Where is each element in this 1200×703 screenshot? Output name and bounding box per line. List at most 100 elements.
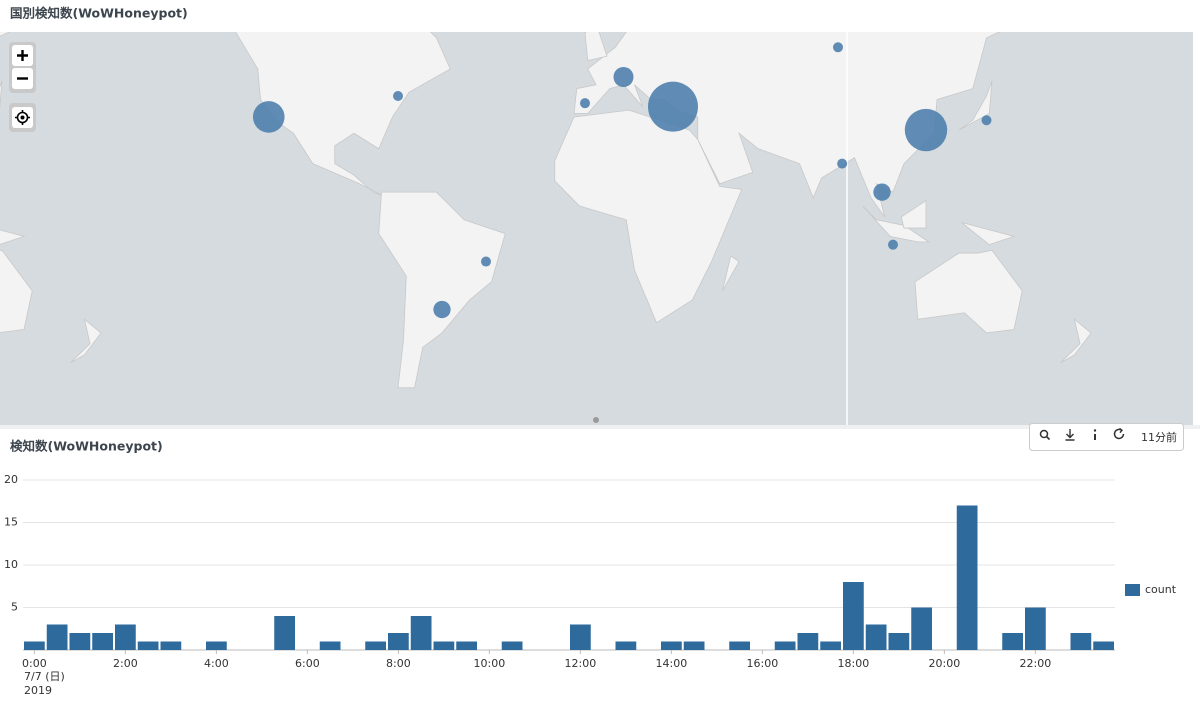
bar (410, 616, 432, 650)
panel-separator (0, 425, 1200, 429)
country-bubble[interactable] (393, 90, 403, 101)
bar (1002, 633, 1023, 650)
refresh-icon[interactable] (1113, 428, 1125, 440)
download-icon[interactable] (1065, 429, 1075, 441)
search-icon[interactable] (1039, 429, 1049, 439)
bar (570, 624, 591, 650)
bar (137, 641, 159, 650)
bar (274, 616, 295, 650)
bar (865, 624, 887, 650)
bar (661, 641, 682, 650)
x-tick-label: 18:00 (838, 657, 870, 670)
bar (92, 633, 113, 650)
bar (365, 641, 386, 650)
time-label: 11分前 (1141, 430, 1177, 444)
land (0, 32, 1092, 389)
country-bubble[interactable] (433, 300, 451, 319)
bar (956, 505, 978, 650)
country-bubble[interactable] (837, 158, 848, 169)
x-tick-label: 10:00 (474, 657, 506, 670)
x-tick-label: 8:00 (386, 657, 411, 670)
country-bubble[interactable] (904, 108, 948, 152)
legend-label: count (1145, 583, 1177, 596)
landmass (722, 255, 740, 292)
x-tick-label: 2:00 (113, 657, 138, 670)
locate-ticks (15, 110, 30, 125)
landmass (584, 32, 608, 62)
landmass (235, 32, 451, 199)
country-bubble[interactable] (888, 239, 898, 250)
landmass (0, 80, 3, 110)
country-bubble[interactable] (833, 42, 843, 53)
country-bubble[interactable] (580, 98, 590, 109)
bar (911, 607, 932, 650)
bar (319, 641, 341, 650)
year-label: 2019 (24, 684, 52, 697)
bar (1070, 633, 1092, 650)
bar (46, 624, 68, 650)
bar (888, 633, 910, 650)
country-bubble[interactable] (481, 256, 491, 267)
bar (615, 641, 637, 650)
landmass (70, 318, 102, 363)
x-tick-label: 20:00 (929, 657, 961, 670)
landmass (378, 191, 506, 389)
plus-icon (17, 50, 28, 61)
landmass (914, 249, 1023, 334)
bubbles (252, 42, 992, 319)
zoom-controls (9, 42, 36, 132)
toolbar: 11分前 (1029, 423, 1184, 451)
bar (501, 641, 523, 650)
y-tick-label: 15 (4, 516, 18, 529)
country-bubble[interactable] (613, 67, 634, 88)
bar (843, 582, 864, 650)
x-tick-label: 14:00 (656, 657, 688, 670)
map (0, 32, 1193, 425)
bar (160, 641, 182, 650)
bar (388, 633, 409, 650)
landmass (0, 229, 26, 245)
bar (1093, 641, 1114, 650)
bar (456, 641, 477, 650)
refresh-arrow (1119, 427, 1124, 434)
landmass (0, 249, 33, 333)
resize-handle[interactable] (593, 417, 599, 423)
x-tick-label: 6:00 (295, 657, 320, 670)
bar (115, 624, 136, 650)
landmass (1060, 318, 1092, 363)
x-tick-label: 4:00 (204, 657, 229, 670)
country-bubble[interactable] (252, 101, 285, 133)
map-title: 国別検知数(WoWHoneypot) (10, 6, 188, 21)
y-tick-label: 20 (4, 473, 18, 486)
bar (729, 641, 750, 650)
chart-title: 検知数(WoWHoneypot) (10, 439, 163, 454)
landmass (0, 32, 11, 37)
landmass (900, 199, 927, 229)
bar (797, 633, 819, 650)
landmass (554, 109, 743, 324)
legend-swatch (1125, 584, 1140, 596)
toolbar-frame (1029, 423, 1184, 451)
x-tick-label: 0:00 (22, 657, 47, 670)
bar (774, 641, 796, 650)
x-tick-label: 16:00 (747, 657, 779, 670)
x-tick-label: 22:00 (1020, 657, 1052, 670)
landmass (862, 205, 931, 243)
bar (820, 641, 841, 650)
date-label: 7/7 (日) (24, 670, 65, 683)
landmass (961, 222, 1016, 246)
x-tick-label: 12:00 (565, 657, 597, 670)
country-bubble[interactable] (648, 81, 698, 132)
bar (433, 641, 455, 650)
chart: 5 10 15 20 0:00 2:00 4:00 6:00 8:00 10:00 12:00 14:… (4, 473, 1177, 697)
bar (24, 641, 45, 650)
country-bubble[interactable] (981, 115, 992, 126)
country-bubble[interactable] (873, 183, 891, 201)
bar (206, 641, 227, 650)
bar (1025, 607, 1046, 650)
y-tick-label: 10 (4, 558, 18, 571)
y-tick-label: 5 (11, 601, 18, 614)
bar (69, 633, 91, 650)
